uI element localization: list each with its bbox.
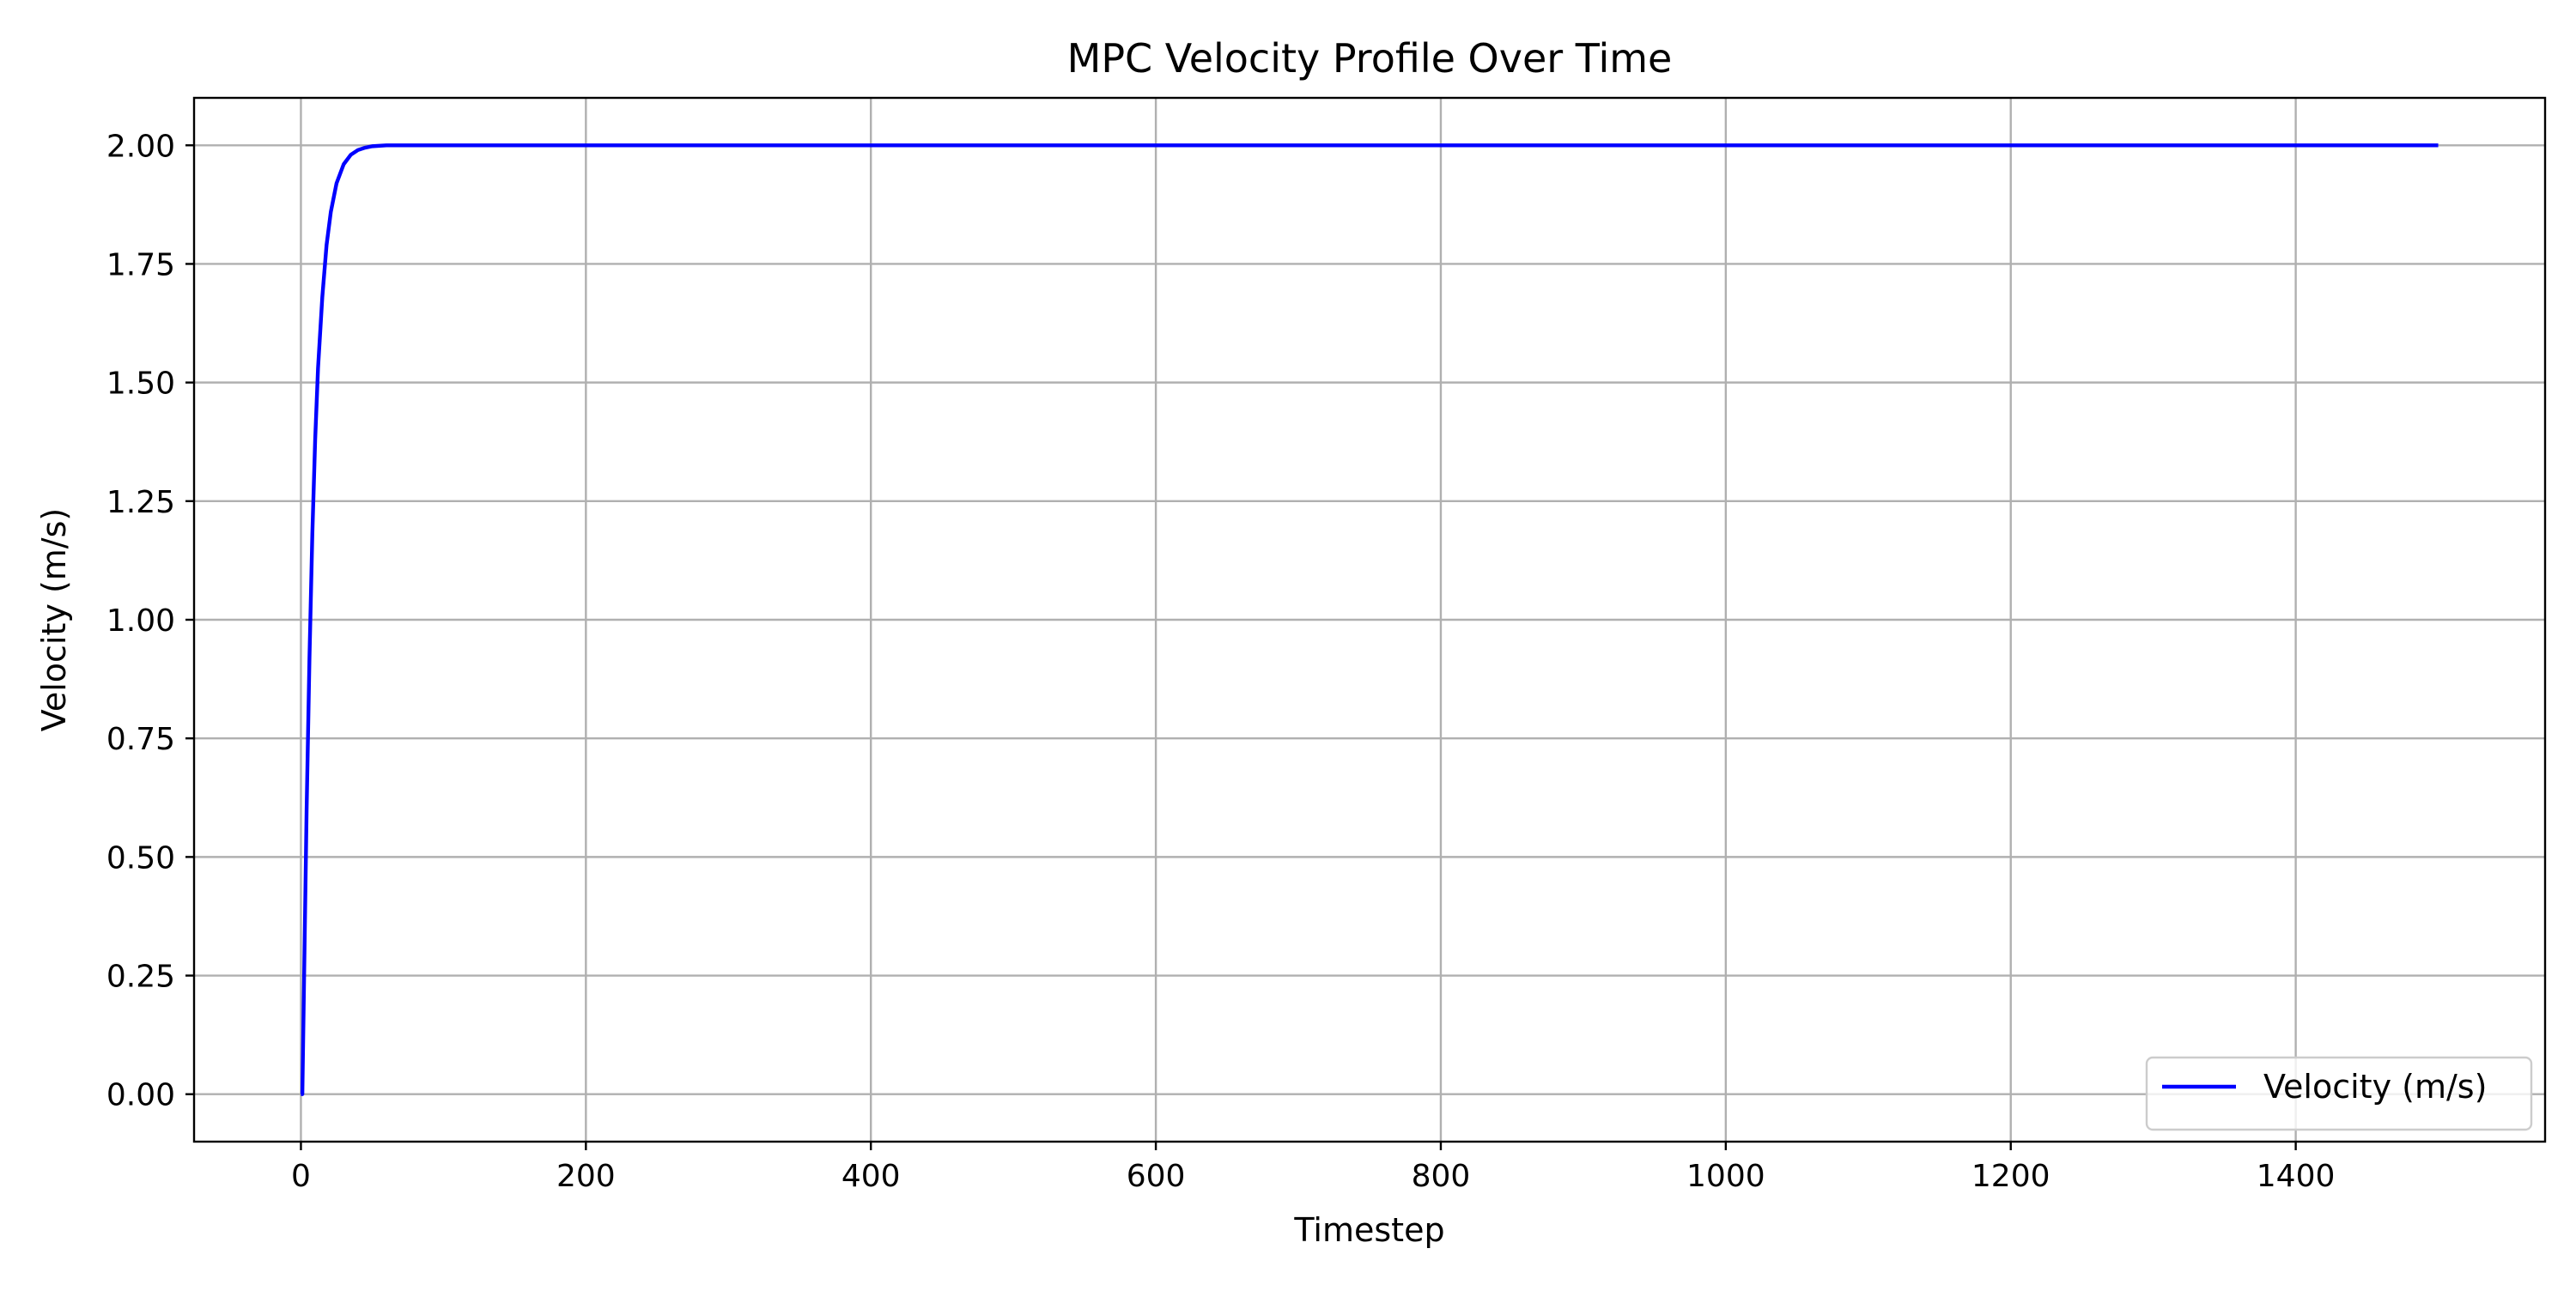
legend: Velocity (m/s): [2145, 1056, 2533, 1131]
y-tick-label: 0.00: [106, 1078, 175, 1113]
series-line-velocity: [300, 143, 2439, 1096]
y-tick-label: 0.75: [106, 722, 175, 757]
y-tick-label: 0.50: [106, 840, 175, 876]
x-tick-label: 200: [556, 1159, 616, 1194]
chart-title: MPC Velocity Profile Over Time: [1067, 35, 1673, 82]
y-tick-label: 1.25: [106, 485, 175, 520]
x-tick-label: 1000: [1686, 1159, 1765, 1194]
x-axis-label: Timestep: [1293, 1211, 1444, 1249]
grid-lines: [194, 98, 2545, 1142]
y-tick-label: 1.00: [106, 603, 175, 639]
x-tick-label: 0: [291, 1159, 311, 1194]
y-tick-label: 1.75: [106, 247, 175, 282]
legend-label-velocity: Velocity (m/s): [2263, 1068, 2487, 1106]
axis-ticks: 0 200 400 600 800 1000 1200 1400 0.00 0.25 0.50 0.7…: [106, 129, 2336, 1194]
y-tick-label: 0.25: [106, 960, 175, 995]
y-axis-label: Velocity (m/s): [35, 508, 73, 731]
y-tick-label: 2.00: [106, 129, 175, 164]
series-layer: [300, 143, 2439, 1096]
x-tick-label: 800: [1412, 1159, 1471, 1194]
x-tick-label: 1200: [1971, 1159, 2050, 1194]
legend-box: [2145, 1056, 2533, 1131]
y-tick-label: 1.50: [106, 367, 175, 402]
x-tick-label: 400: [841, 1159, 901, 1194]
x-tick-label: 1400: [2257, 1159, 2336, 1194]
x-tick-label: 600: [1127, 1159, 1186, 1194]
